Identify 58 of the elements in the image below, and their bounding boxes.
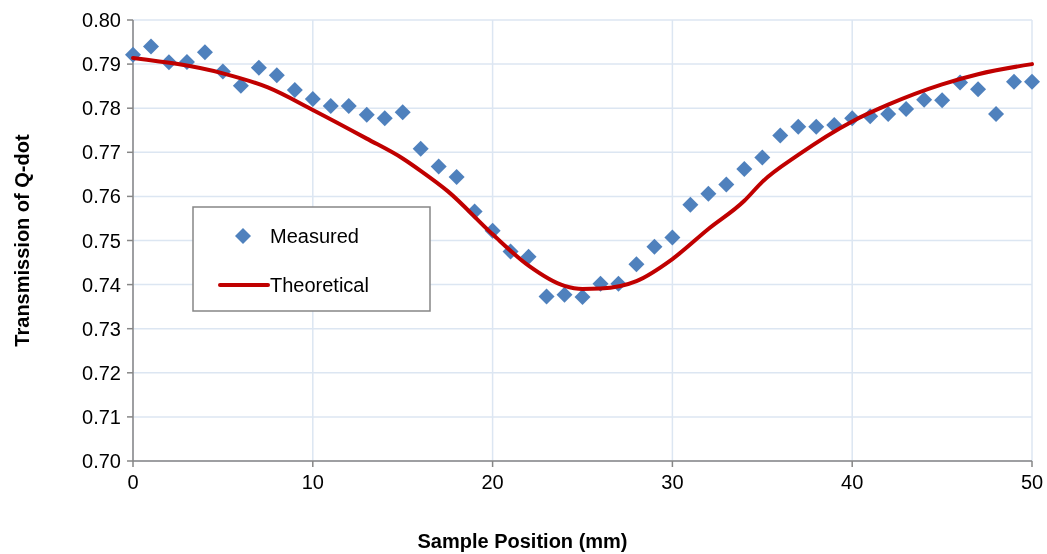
y-tick-label: 0.74: [82, 273, 121, 296]
y-tick-label: 0.72: [82, 361, 121, 384]
x-tick-label: 10: [301, 471, 324, 493]
point: [934, 92, 951, 109]
y-tick-label: 0.80: [82, 9, 121, 31]
point: [898, 101, 915, 118]
point: [196, 44, 213, 61]
point: [430, 158, 447, 175]
point: [322, 98, 339, 114]
point: [916, 91, 933, 108]
y-tick-label: 0.77: [82, 141, 121, 164]
point: [700, 185, 717, 202]
point: [736, 161, 753, 178]
point: [268, 67, 285, 84]
y-tick-label: 0.79: [82, 53, 121, 76]
point: [394, 104, 411, 121]
point: [1024, 73, 1040, 90]
y-tick-label: 0.73: [82, 317, 121, 340]
point: [664, 229, 681, 246]
x-tick-label: 50: [1020, 471, 1044, 493]
x-tick-label: 0: [127, 471, 139, 493]
point: [358, 106, 375, 123]
point: [574, 288, 591, 305]
point: [520, 248, 537, 265]
y-tick-label: 0.71: [82, 405, 121, 428]
point: [412, 140, 429, 157]
point: [772, 127, 789, 144]
point: [790, 118, 807, 135]
point: [538, 288, 555, 305]
point: [1006, 73, 1023, 90]
point: [304, 90, 321, 107]
x-tick-label: 40: [841, 471, 864, 493]
y-tick-label: 0.78: [82, 97, 121, 120]
y-tick-label: 0.76: [82, 185, 121, 208]
point: [340, 98, 357, 114]
x-tick-label: 30: [661, 471, 684, 493]
y-axis-title: Transmission of Q-dot: [11, 134, 33, 347]
point: [142, 38, 159, 55]
y-tick-label: 0.70: [82, 450, 121, 472]
x-tick-label: 20: [481, 471, 504, 493]
y-tick-label: 0.75: [82, 229, 121, 252]
legend-label: Measured: [270, 225, 359, 247]
point: [880, 105, 897, 122]
point: [646, 238, 663, 255]
point: [754, 149, 771, 166]
point: [628, 256, 645, 273]
point: [286, 82, 303, 99]
point: [808, 118, 825, 135]
point: [970, 81, 987, 98]
point: [448, 169, 465, 185]
legend-label: Theoretical: [270, 274, 369, 296]
x-axis-title: Sample Position (mm): [417, 530, 628, 552]
point: [376, 110, 393, 127]
point: [682, 196, 699, 213]
point: [718, 176, 735, 193]
point: [988, 105, 1005, 122]
point: [556, 286, 573, 303]
point: [250, 59, 267, 76]
